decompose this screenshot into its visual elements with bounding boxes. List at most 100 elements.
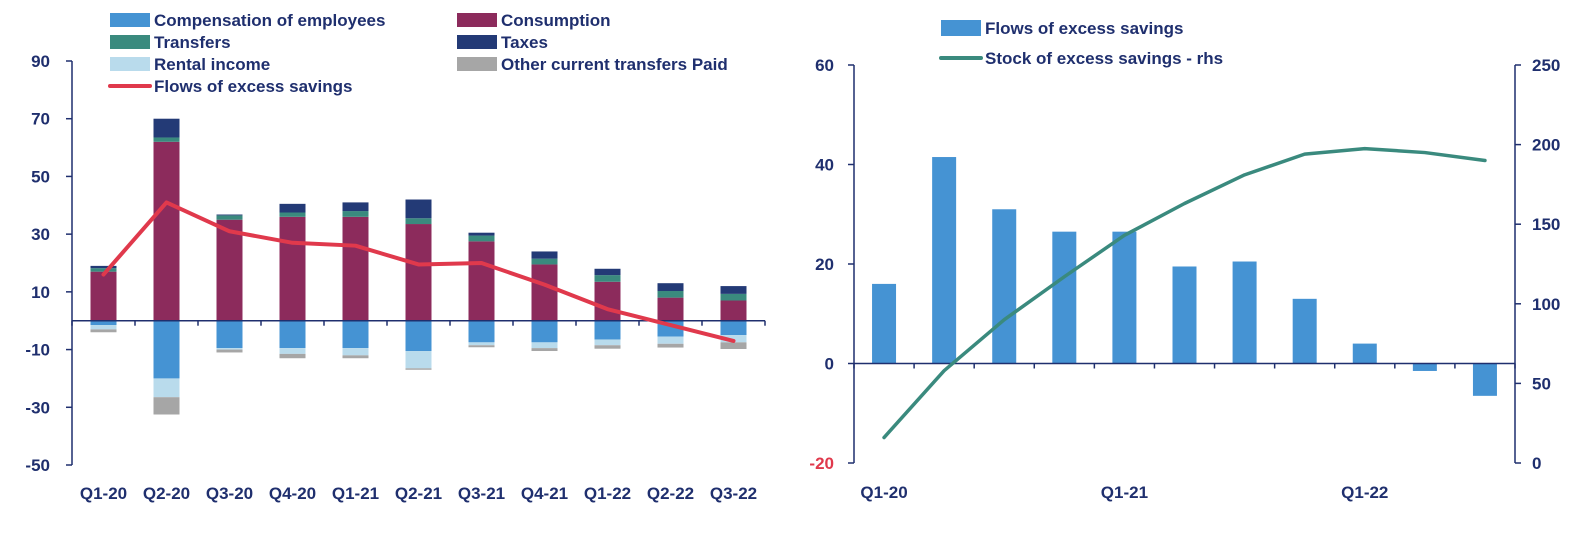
legend-label: Rental income bbox=[154, 55, 270, 74]
bar-segment bbox=[342, 348, 369, 356]
y-tick-label: 60 bbox=[815, 56, 834, 75]
legend-label: Other current transfers Paid bbox=[501, 55, 728, 74]
x-tick-label: Q3-21 bbox=[458, 484, 505, 503]
bar-segment bbox=[153, 118, 180, 138]
bar bbox=[872, 283, 897, 364]
bar-segment bbox=[405, 351, 432, 369]
bar-segment bbox=[468, 241, 495, 321]
bar-segment bbox=[279, 216, 306, 321]
bar-segment bbox=[405, 199, 432, 219]
y-tick-label: 0 bbox=[825, 355, 834, 374]
bar-segment bbox=[720, 293, 747, 301]
chart-legend: Flows of excess savings Stock of excess s… bbox=[939, 19, 1223, 68]
x-tick-label: Q1-22 bbox=[584, 484, 631, 503]
bar-segment bbox=[594, 275, 621, 282]
y-tick-label: 30 bbox=[31, 225, 50, 244]
bar-segment bbox=[720, 320, 747, 336]
legend-label: Stock of excess savings - rhs bbox=[985, 49, 1223, 68]
y-tick-label: -20 bbox=[809, 454, 834, 473]
bar-segment bbox=[594, 320, 621, 340]
line-layer bbox=[882, 146, 1487, 440]
legend-swatch bbox=[941, 20, 981, 36]
x-tick-label: Q1-20 bbox=[860, 483, 907, 502]
bar bbox=[1412, 363, 1437, 371]
x-tick-label: Q1-21 bbox=[1101, 483, 1148, 502]
x-tick-label: Q3-20 bbox=[206, 484, 253, 503]
y-axis: -50 -30 -10 10 30 50 70 90 bbox=[25, 52, 73, 475]
bar-segment bbox=[90, 271, 117, 321]
legend-swatch bbox=[457, 13, 497, 27]
bar-segment bbox=[594, 281, 621, 321]
bar-segment bbox=[531, 251, 558, 259]
bar-segment bbox=[279, 203, 306, 213]
bar-segment bbox=[531, 342, 558, 349]
legend-swatch bbox=[110, 57, 150, 71]
bar-segment bbox=[594, 339, 621, 346]
stacked-bar-chart: Compensation of employees Consumption Tran… bbox=[25, 11, 766, 503]
bar-segment bbox=[279, 353, 306, 359]
bar-segment bbox=[342, 320, 369, 349]
legend-label: Consumption bbox=[501, 11, 611, 30]
y-axis-right: 0 50 100 150 200 250 bbox=[1514, 56, 1560, 473]
bar-segment bbox=[153, 320, 180, 379]
bar-segment bbox=[720, 286, 747, 294]
bar bbox=[1172, 266, 1197, 364]
x-tick-label: Q1-21 bbox=[332, 484, 379, 503]
bar-segment bbox=[153, 378, 180, 398]
bar-segment bbox=[90, 329, 117, 333]
y-tick-label: -30 bbox=[25, 398, 50, 417]
stock-excess-savings-line bbox=[882, 146, 1487, 440]
bar-segment bbox=[531, 258, 558, 265]
bar bbox=[1472, 363, 1497, 396]
bar-segment bbox=[342, 216, 369, 321]
bar-segment bbox=[720, 335, 747, 343]
bar-segment bbox=[468, 235, 495, 242]
x-tick-label: Q1-22 bbox=[1341, 483, 1388, 502]
bar-segment bbox=[657, 297, 684, 321]
y-tick-label: -50 bbox=[25, 456, 50, 475]
y2-tick-label: 200 bbox=[1532, 136, 1560, 155]
bar-segment bbox=[594, 345, 621, 349]
y2-tick-label: 0 bbox=[1532, 454, 1541, 473]
x-tick-label: Q2-21 bbox=[395, 484, 442, 503]
legend-swatch bbox=[457, 35, 497, 49]
bar bbox=[1232, 261, 1257, 364]
bar-segment bbox=[90, 320, 117, 326]
bar-segment bbox=[216, 214, 243, 216]
legend-label: Transfers bbox=[154, 33, 231, 52]
bars-layer bbox=[872, 157, 1497, 396]
bar-line-combo-chart: Flows of excess savings Stock of excess s… bbox=[809, 19, 1560, 502]
bar-segment bbox=[216, 349, 243, 353]
legend-swatch bbox=[110, 13, 150, 27]
y-tick-label: 90 bbox=[31, 52, 50, 71]
y2-tick-label: 100 bbox=[1532, 295, 1560, 314]
bar-segment bbox=[720, 300, 747, 321]
y2-tick-label: 250 bbox=[1532, 56, 1560, 75]
bar bbox=[992, 209, 1017, 364]
bar bbox=[1112, 231, 1137, 364]
x-axis: Q1-20 Q1-21 Q1-22 bbox=[860, 483, 1388, 502]
bar-segment bbox=[531, 264, 558, 321]
legend-label: Taxes bbox=[501, 33, 548, 52]
y-tick-label: 40 bbox=[815, 156, 834, 175]
bar-segment bbox=[216, 219, 243, 321]
bars-layer bbox=[90, 118, 747, 415]
bar-segment bbox=[216, 348, 243, 350]
bar-segment bbox=[405, 224, 432, 321]
bar-segment bbox=[342, 211, 369, 217]
bar-segment bbox=[720, 342, 747, 349]
bar-segment bbox=[405, 368, 432, 370]
y-tick-label: 20 bbox=[815, 255, 834, 274]
bar-segment bbox=[405, 320, 432, 352]
x-tick-label: Q2-22 bbox=[647, 484, 694, 503]
legend-label: Compensation of employees bbox=[154, 11, 385, 30]
legend-swatch bbox=[457, 57, 497, 71]
bar-segment bbox=[531, 320, 558, 343]
bar-segment bbox=[153, 397, 180, 415]
bar-segment bbox=[531, 348, 558, 352]
y-tick-label: 70 bbox=[31, 110, 50, 129]
bar-segment bbox=[216, 320, 243, 349]
bar bbox=[1052, 231, 1077, 364]
bar-segment bbox=[153, 137, 180, 142]
bar-segment bbox=[342, 355, 369, 359]
